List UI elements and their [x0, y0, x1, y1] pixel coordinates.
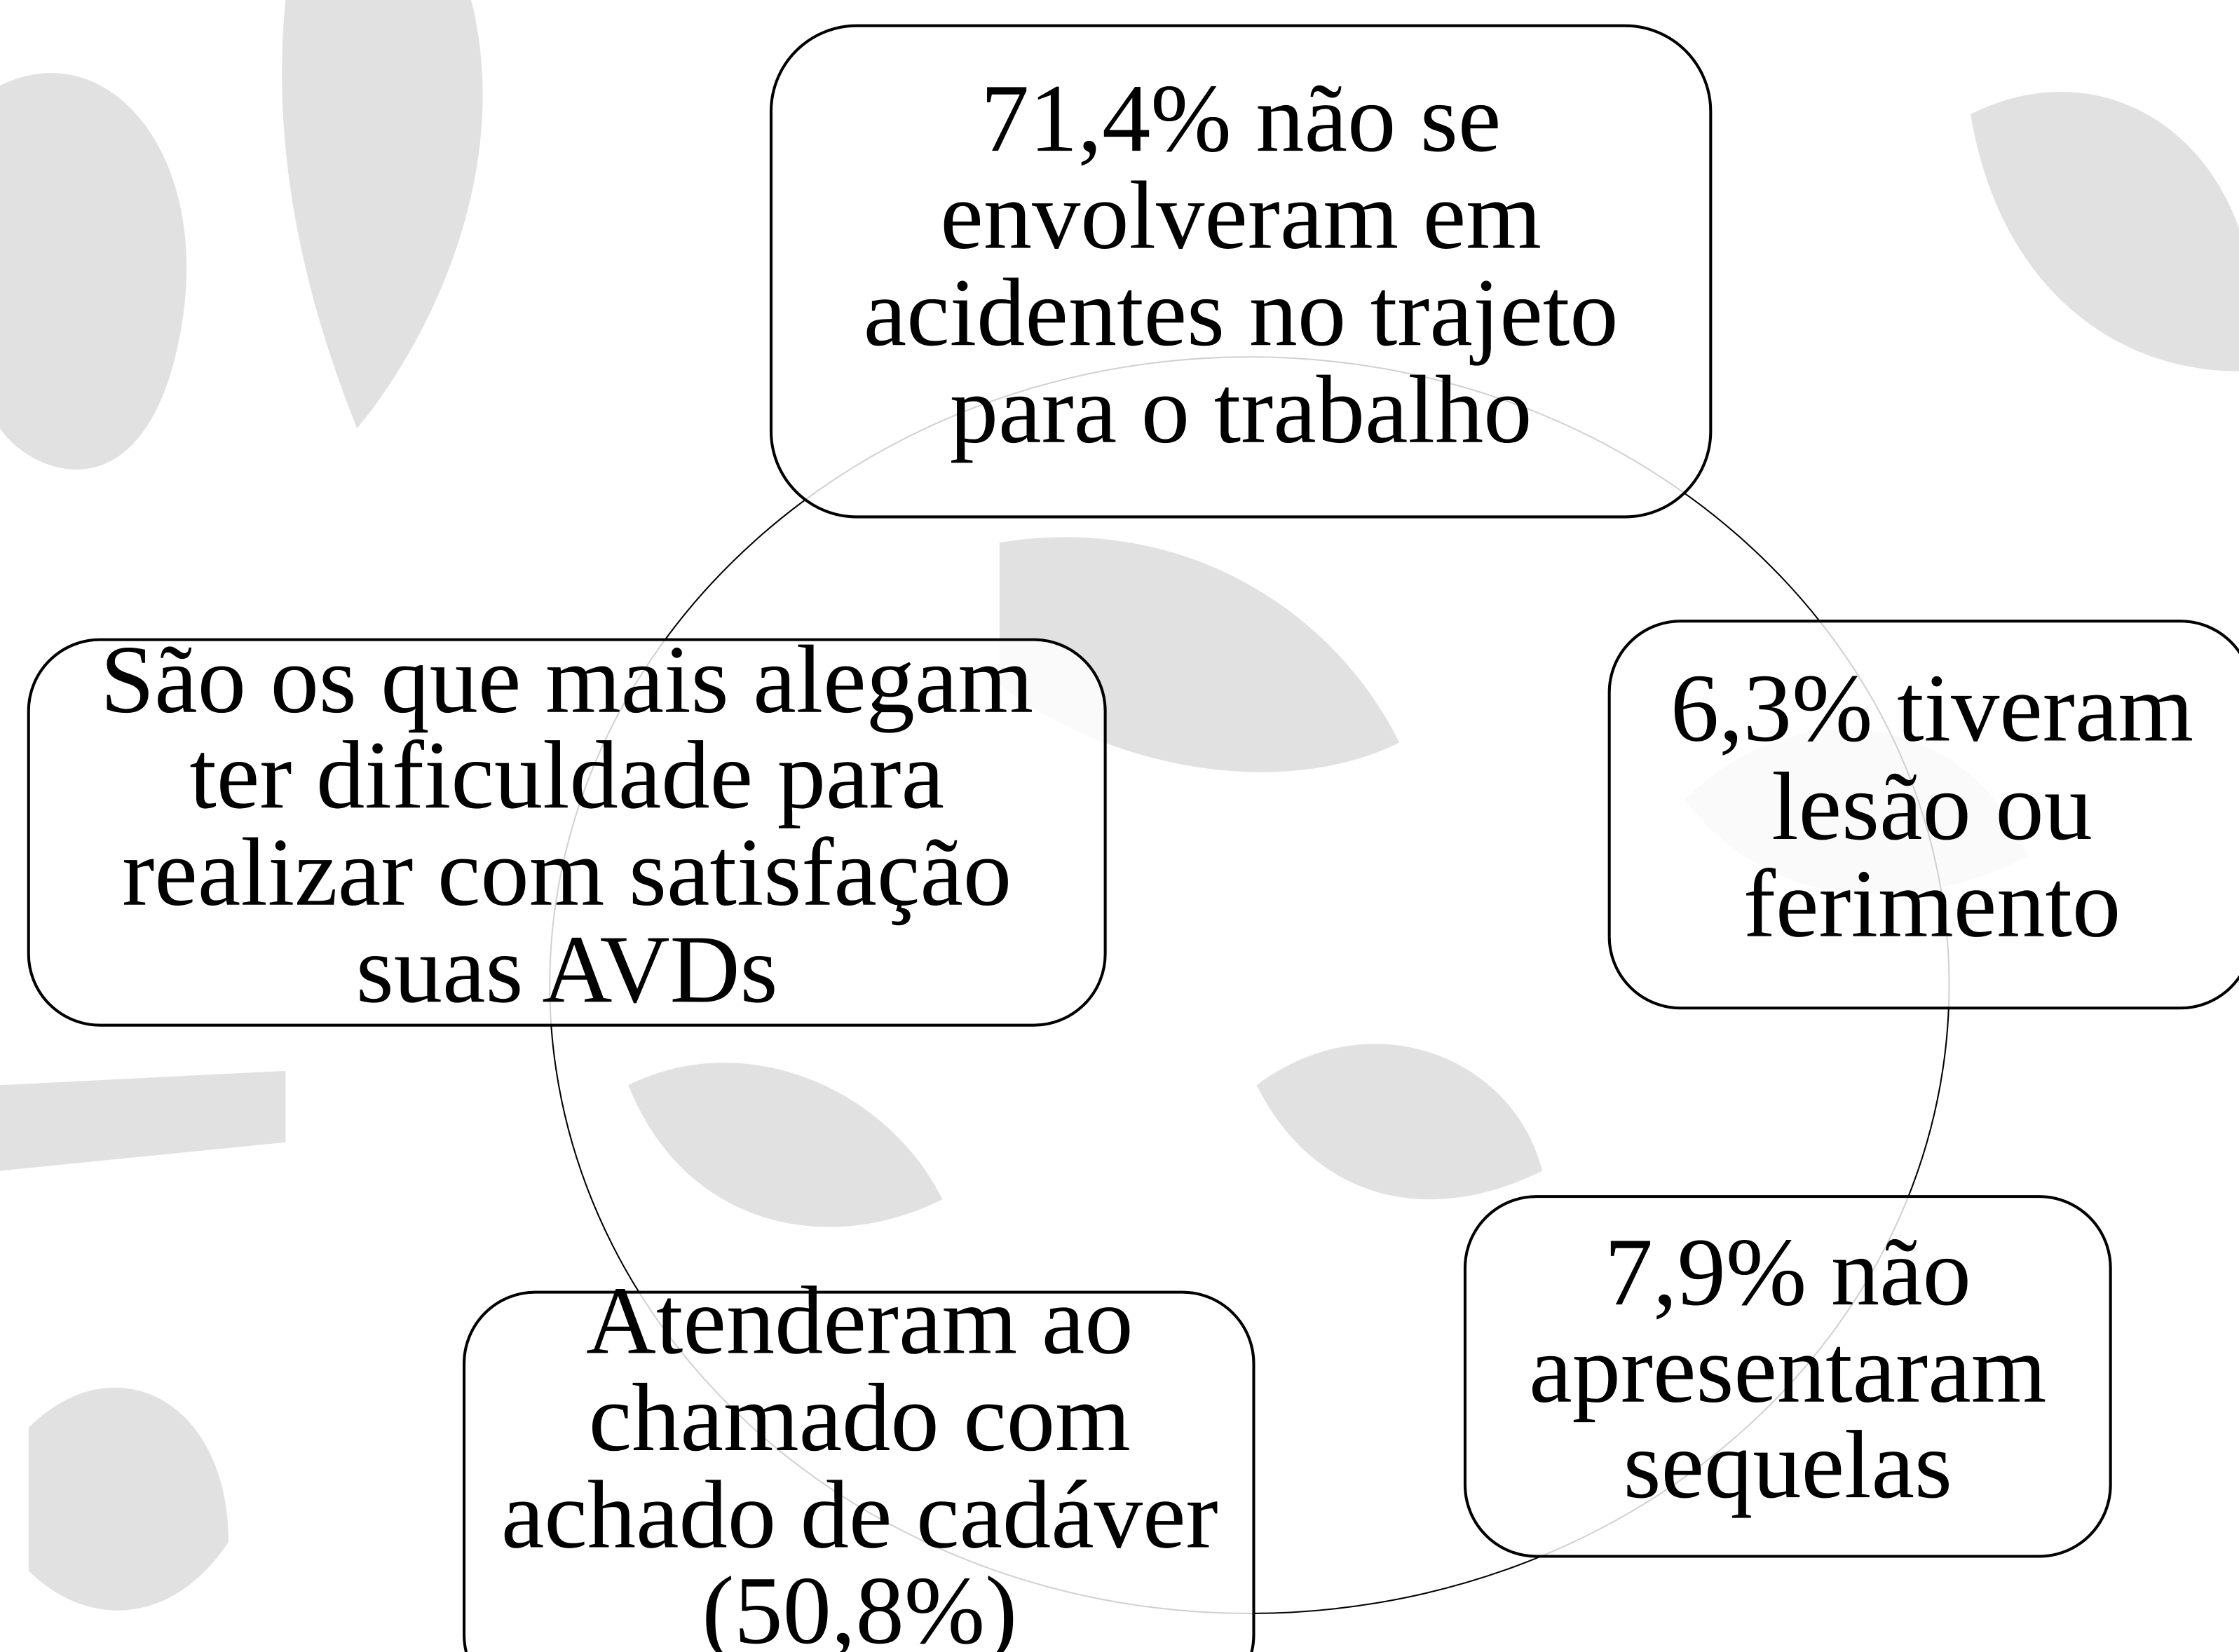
node-text: ter dificuldade para	[189, 721, 944, 828]
node-text: 6,3% tiveram	[1670, 654, 2193, 761]
node-text: São os que mais alegam	[100, 626, 1033, 733]
node-text: chamado com	[589, 1364, 1131, 1471]
node-text: realizar com satisfação	[122, 819, 1012, 926]
node-text: ferimento	[1743, 850, 2121, 957]
node-text: acidentes no trajeto	[864, 259, 1619, 366]
page: 71,4% não seenvolveram emacidentes no tr…	[0, 0, 2239, 1652]
node-text: 7,9% não	[1605, 1218, 1971, 1325]
diagram: 71,4% não seenvolveram emacidentes no tr…	[0, 0, 2239, 1652]
node-text: envolveram em	[940, 162, 1542, 269]
node-text: achado de cadáver	[501, 1461, 1218, 1568]
node-text: suas AVDs	[356, 915, 778, 1023]
node-text: para o trabalho	[950, 356, 1532, 463]
node-text: (50,8%)	[702, 1557, 1017, 1652]
node-text: Atenderam ao	[586, 1267, 1134, 1374]
node-text: sequelas	[1624, 1411, 1952, 1518]
node-text: apresentaram	[1529, 1316, 2046, 1423]
node-text: lesão ou	[1771, 753, 2092, 860]
node-text: 71,4% não se	[981, 64, 1501, 172]
